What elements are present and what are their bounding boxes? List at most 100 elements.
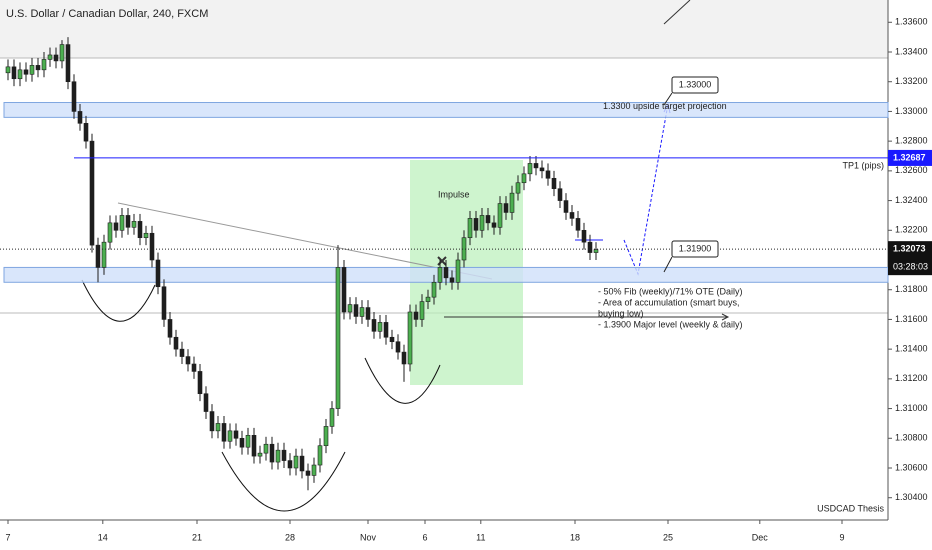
candle-body [11, 66, 17, 80]
candle-body [107, 222, 113, 243]
candle-body [53, 54, 59, 62]
candle-body [83, 123, 89, 142]
candle-body [341, 267, 347, 313]
candle-body [71, 81, 77, 112]
candle-body [335, 267, 341, 409]
y-tick-label: 1.33400 [895, 46, 928, 56]
candle-body [23, 69, 29, 75]
candle-body [491, 222, 497, 228]
callout: 1.31900 [679, 243, 712, 253]
candle-body [275, 449, 281, 463]
candle-body [215, 423, 221, 432]
candle-body [203, 393, 209, 412]
callout-box [671, 76, 719, 94]
trend-line [117, 202, 493, 280]
candle-body [569, 212, 575, 219]
candle-body [539, 167, 545, 172]
arc [221, 451, 346, 512]
candle-body [593, 249, 599, 253]
y-tick-label: 1.31400 [895, 344, 928, 354]
callout-pointer [663, 92, 673, 106]
candle-body [527, 163, 533, 175]
candle-body [329, 408, 335, 427]
candle-body [143, 232, 149, 239]
candle-body [521, 173, 527, 184]
candle-body [41, 59, 47, 71]
candle-body [449, 277, 455, 283]
x-tick-label: 18 [570, 532, 580, 542]
candle-body [389, 336, 395, 343]
candle-body [263, 443, 269, 454]
candle-body [281, 449, 287, 461]
callout-box [671, 240, 719, 258]
candle-body [59, 44, 65, 62]
candle-body [359, 307, 365, 317]
candle-body [131, 221, 137, 228]
candle-body [533, 163, 539, 169]
y-tick-label: 1.30800 [895, 433, 928, 443]
x-tick-label: 11 [476, 532, 485, 542]
candle-body [137, 221, 143, 239]
candle-body [125, 215, 131, 228]
y-tick-label: 1.31200 [895, 373, 928, 383]
candle-body [65, 44, 71, 83]
candle-body [5, 66, 11, 74]
candle-body [437, 267, 443, 283]
candle-body [509, 192, 515, 213]
chart-title: U.S. Dollar / Canadian Dollar, 240, FXCM [6, 8, 208, 20]
candle-body [89, 140, 95, 246]
candle-body [365, 307, 371, 320]
y-tick-label: 1.32200 [895, 225, 928, 235]
candle-body [185, 356, 191, 365]
candle-body [119, 215, 125, 231]
candle-body [425, 296, 431, 302]
y-tick-label: 1.32800 [895, 136, 928, 146]
range-shade [0, 0, 888, 58]
price-tag-label: 1.32073 [893, 244, 926, 254]
candle-body [497, 203, 503, 228]
callout: 1.33000 [679, 79, 712, 89]
candle-body [413, 311, 419, 320]
candle-body [17, 69, 23, 80]
y-tick-label: 1.33000 [895, 106, 928, 116]
candle-body [179, 348, 185, 357]
candle-body [353, 304, 359, 317]
x-tick-label: Dec [752, 532, 769, 542]
arc [364, 357, 441, 404]
candle-body [467, 218, 473, 239]
candle-body [419, 301, 425, 320]
candle-body [401, 351, 407, 365]
x-tick-label: 28 [285, 532, 295, 542]
candle-body [257, 452, 263, 457]
candle-body [95, 244, 101, 268]
x-tick-label: 7 [5, 532, 10, 542]
countdown: 03:28:03 [893, 262, 928, 272]
y-tick-label: 1.31600 [895, 314, 928, 324]
note: buying low) [598, 308, 644, 318]
candle-body [269, 443, 275, 463]
candle-body [305, 470, 311, 476]
candle-body [581, 229, 587, 243]
candle-body [515, 182, 521, 194]
x-tick-label: 25 [663, 532, 673, 542]
candle-body [557, 188, 563, 201]
candle-body [293, 455, 299, 469]
candle-body [545, 170, 551, 179]
candle-body [173, 336, 179, 350]
x-tick-label: 6 [422, 532, 427, 542]
candle-body [251, 435, 257, 457]
candle-body [191, 363, 197, 372]
candle-body [77, 111, 83, 124]
candle-body [47, 54, 53, 60]
target-text: TP1 (pips) [842, 160, 884, 170]
candle-body [431, 281, 437, 298]
thesis-label: USDCAD Thesis [817, 503, 884, 513]
x-tick-label: 9 [839, 532, 844, 542]
candle-body [101, 241, 107, 268]
x-tick-label: 21 [192, 532, 202, 542]
candle-body [209, 411, 215, 432]
candle-body [287, 460, 293, 469]
candle-body [479, 215, 485, 231]
y-tick-label: 1.31800 [895, 284, 928, 294]
